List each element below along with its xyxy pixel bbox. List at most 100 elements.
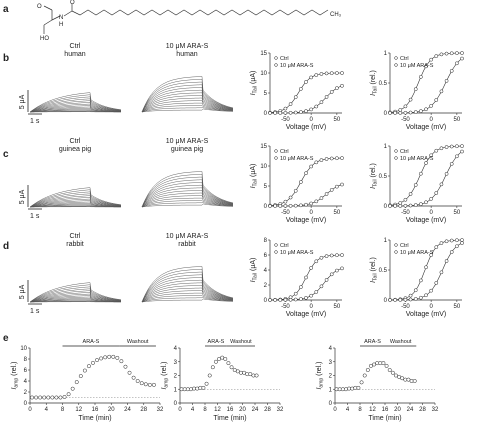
- data-point-drug: [278, 204, 283, 208]
- trace-sweep: [141, 271, 234, 303]
- data-point-ctrl: [408, 97, 413, 102]
- trace-sweep: [141, 81, 234, 113]
- scale-current-label: 5 μA: [19, 284, 26, 299]
- x-tick-label: 20: [394, 407, 401, 413]
- data-point-drug: [293, 203, 298, 208]
- legend-label-drug: 10 μM ARA-S: [400, 250, 434, 256]
- data-point-ctrl: [340, 253, 344, 257]
- x-tick-label: 50: [454, 117, 461, 123]
- data-point: [400, 376, 405, 381]
- molecule-structure: a O HO N H O CH₃: [3, 0, 342, 42]
- x-tick-label: 8: [358, 407, 362, 413]
- panel-label-d: d: [3, 241, 9, 252]
- data-point-ctrl: [419, 278, 423, 283]
- data-point-ctrl: [304, 275, 308, 280]
- trace-title: 10 μM ARA-S: [166, 138, 209, 145]
- trace-sweep: [141, 282, 234, 303]
- data-point: [103, 355, 108, 360]
- data-point-ctrl: [293, 95, 298, 99]
- x-tick-label: 4: [191, 407, 195, 413]
- data-point: [384, 363, 389, 368]
- trace-sweep: [29, 92, 122, 113]
- legend-marker-ctrl: [394, 149, 398, 153]
- x-tick-label: 4: [45, 407, 49, 413]
- data-point-ctrl: [444, 145, 449, 149]
- trace-sweep: [141, 174, 234, 208]
- data-point-ctrl: [288, 102, 293, 106]
- data-point-drug: [439, 89, 444, 94]
- data-point-drug: [388, 298, 392, 302]
- data-point-drug: [393, 204, 397, 208]
- data-point-drug: [283, 298, 288, 302]
- trace-subtitle: human: [176, 51, 198, 58]
- y-axis-label: Iamp (rel.): [11, 361, 20, 389]
- x-tick-label: 28: [140, 407, 147, 413]
- trace-sweep: [29, 288, 121, 303]
- data-point: [207, 373, 212, 378]
- x-tick-label: 12: [214, 407, 221, 413]
- trace-sweep: [141, 84, 234, 113]
- data-point-drug: [314, 199, 319, 204]
- data-point: [123, 364, 128, 369]
- trace-sweep: [141, 287, 234, 303]
- data-point: [188, 387, 193, 392]
- x-tick-label: -50: [401, 210, 410, 216]
- trace-title: Ctrl: [70, 43, 81, 50]
- ara-s-label: ARA-S: [83, 339, 100, 345]
- data-point-drug: [388, 111, 392, 115]
- x-tick-label: 50: [334, 304, 341, 310]
- trace-sweep: [29, 198, 122, 208]
- data-point-drug: [288, 110, 293, 115]
- trace-sweep: [29, 298, 122, 303]
- trace-subtitle: guinea pig: [171, 146, 203, 153]
- data-point-drug: [314, 104, 319, 109]
- data-point: [95, 358, 99, 363]
- data-point-drug: [408, 110, 413, 115]
- legend-label-ctrl: Ctrl: [400, 243, 409, 249]
- trace-sweep: [29, 108, 122, 113]
- trace-sweep: [29, 295, 121, 303]
- trace-subtitle: rabbit: [178, 241, 196, 248]
- trace-sweep: [141, 203, 233, 208]
- data-point-drug: [403, 297, 408, 302]
- trace-sweep: [141, 182, 234, 208]
- data-point-drug: [288, 297, 293, 302]
- data-point-drug: [398, 111, 403, 115]
- trace-subtitle: human: [64, 51, 86, 58]
- data-point-drug: [444, 259, 449, 263]
- chart-d-abs: -50 0 50 0 2 4 6 8 Voltage (mV) ITail (μA) Ctrl10 …: [250, 238, 344, 318]
- data-point-drug: [299, 110, 303, 114]
- x-axis-label: Time (min): [213, 415, 246, 422]
- data-point-drug: [413, 297, 418, 301]
- chart-d-rel: -50 0 50 0 0.5 1 Voltage (mV) ITail (rel.) Ctrl1…: [370, 238, 464, 318]
- data-point-drug: [424, 107, 428, 112]
- legend-label-drug: 10 μM ARA-S: [400, 63, 434, 69]
- trace-sweep: [141, 266, 234, 303]
- data-point-drug: [324, 192, 329, 196]
- data-point: [62, 395, 67, 399]
- data-point-drug: [293, 110, 298, 115]
- legend-label-ctrl: Ctrl: [400, 56, 409, 62]
- y-tick-label: 15: [260, 51, 267, 57]
- data-point-ctrl: [439, 146, 444, 151]
- data-point-ctrl: [319, 158, 324, 162]
- data-point-ctrl: [424, 265, 428, 270]
- data-point: [387, 368, 392, 372]
- data-point-drug: [268, 298, 272, 302]
- data-point-ctrl: [434, 148, 439, 153]
- data-point: [78, 374, 83, 378]
- data-point-ctrl: [413, 183, 418, 187]
- trace-sweep: [29, 109, 121, 113]
- x-tick-label: 50: [454, 304, 461, 310]
- data-point-drug: [460, 241, 464, 245]
- data-point-drug: [309, 107, 313, 112]
- y-tick-label: 10: [260, 164, 267, 170]
- data-point-ctrl: [335, 71, 339, 75]
- y-tick-label: 0: [384, 204, 388, 210]
- nitrogen-label: N: [59, 15, 63, 21]
- y-tick-label: 4: [174, 346, 178, 352]
- legend-marker-ctrl: [394, 56, 398, 60]
- data-point: [406, 377, 411, 382]
